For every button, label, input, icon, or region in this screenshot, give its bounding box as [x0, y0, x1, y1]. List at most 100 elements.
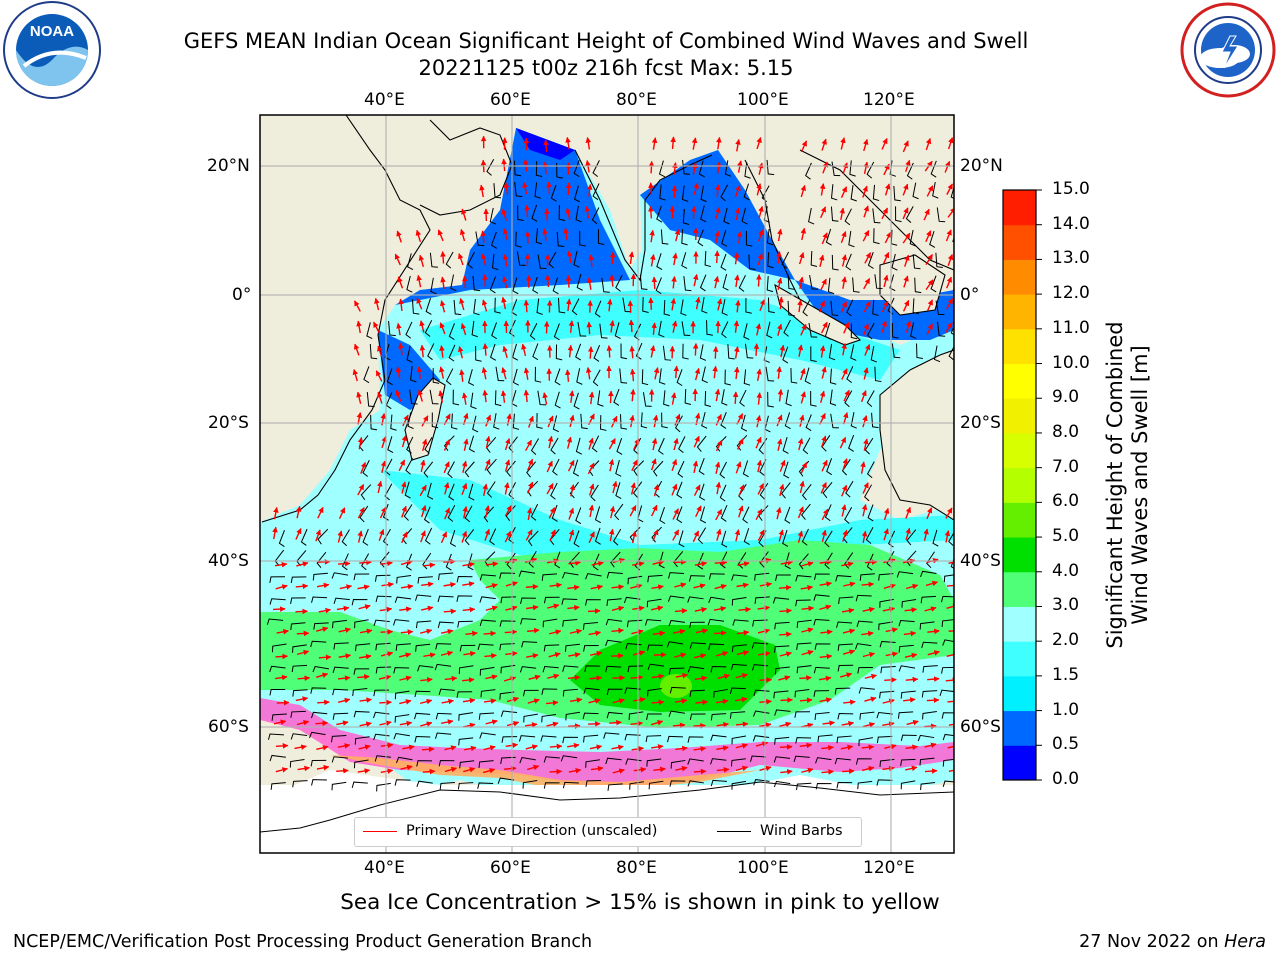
wind-barb — [641, 369, 649, 386]
wind-barb — [520, 597, 536, 604]
colorbar-swatch — [1003, 606, 1036, 642]
wind-barb — [710, 734, 727, 742]
wave-direction-arrow — [694, 367, 701, 381]
wind-barb — [486, 158, 495, 176]
wave-direction-arrow — [821, 366, 827, 379]
wind-barb — [824, 530, 833, 548]
wind-barb — [554, 391, 561, 409]
wave-direction-arrow — [948, 630, 954, 632]
wind-barb — [865, 527, 874, 544]
wave-direction-arrow — [797, 506, 804, 519]
wave-direction-arrow — [502, 228, 509, 241]
wave-direction-arrow — [612, 768, 625, 774]
wind-barb — [858, 737, 874, 747]
colorbar-tick-label: 7.0 — [1052, 456, 1080, 477]
wave-direction-arrow — [338, 507, 346, 519]
wave-direction-arrow — [568, 507, 575, 520]
wave-direction-arrow — [568, 320, 575, 333]
wind-barb — [810, 346, 817, 363]
wave-direction-arrow — [542, 392, 548, 405]
wind-barb — [682, 343, 689, 360]
wave-direction-arrow — [819, 390, 826, 403]
wind-barb — [905, 206, 914, 223]
wind-barb — [405, 457, 413, 475]
wave-direction-arrow — [359, 628, 373, 635]
wave-direction-arrow — [883, 583, 896, 590]
wind-barb — [730, 758, 746, 767]
wind-barb — [291, 664, 308, 673]
wave-direction-arrow — [585, 137, 592, 150]
wind-barb — [678, 436, 686, 453]
wind-barb — [766, 321, 773, 339]
wind-barb — [490, 231, 497, 249]
wind-barb — [467, 251, 475, 269]
wind-barb — [427, 343, 435, 361]
wave-direction-arrow — [611, 584, 625, 590]
wind-barb — [554, 368, 561, 386]
wind-barb — [499, 691, 515, 700]
wind-barb — [477, 782, 494, 789]
wave-direction-arrow — [630, 482, 636, 495]
lon-label-top-80e: 80°E — [616, 90, 657, 110]
wind-barb — [876, 735, 893, 744]
wind-barb — [721, 299, 728, 316]
wave-direction-arrow — [565, 275, 572, 288]
lat-label-right-20n: 20°N — [960, 156, 1003, 176]
wind-barb — [624, 687, 641, 694]
wave-direction-arrow — [841, 342, 847, 356]
wave-direction-arrow — [695, 505, 702, 517]
wave-direction-arrow — [800, 585, 814, 591]
wind-barb — [856, 620, 873, 628]
wave-direction-arrow — [401, 435, 408, 448]
wave-direction-arrow — [946, 276, 952, 289]
wind-barb — [425, 298, 432, 315]
wind-barb — [411, 299, 420, 315]
wave-direction-arrow — [863, 367, 869, 380]
wind-barb — [472, 415, 479, 433]
wave-direction-arrow — [653, 367, 660, 380]
wind-barb — [536, 413, 543, 429]
wave-direction-arrow — [650, 605, 664, 611]
colorbar-title-line1: Significant Height of Combined — [1103, 321, 1127, 649]
wave-direction-arrow — [674, 652, 687, 659]
wave-direction-arrow — [947, 207, 954, 218]
colorbar-swatch — [1003, 641, 1036, 677]
wave-direction-arrow — [566, 298, 572, 312]
wind-barb — [713, 688, 728, 698]
wind-barb — [687, 666, 705, 673]
wind-barb — [639, 274, 648, 291]
wave-direction-arrow — [524, 230, 531, 244]
wind-barb — [658, 320, 665, 338]
wind-barb — [646, 644, 663, 651]
wave-direction-arrow — [756, 459, 763, 473]
wind-barb — [724, 369, 731, 386]
wave-direction-arrow — [862, 482, 869, 494]
wave-direction-arrow — [694, 607, 708, 613]
wave-direction-arrow — [758, 162, 764, 175]
wave-direction-arrow — [627, 300, 634, 313]
wave-direction-arrow — [695, 628, 709, 634]
wind-barb — [864, 437, 874, 455]
wave-direction-arrow — [586, 321, 592, 335]
wave-direction-arrow — [735, 721, 749, 728]
wind-barb — [434, 732, 452, 739]
wind-barb — [720, 504, 728, 522]
wave-direction-arrow — [840, 231, 847, 244]
wave-direction-arrow — [758, 651, 771, 657]
wind-barb — [830, 184, 838, 201]
wave-direction-arrow — [504, 459, 511, 472]
wind-barb — [721, 321, 729, 339]
wind-barb — [659, 507, 666, 524]
wind-barb — [652, 460, 664, 477]
wind-barb — [810, 391, 817, 407]
wind-barb — [579, 230, 586, 247]
wave-direction-arrow — [756, 136, 762, 150]
colorbar-tick-label: 1.0 — [1052, 699, 1080, 720]
wave-direction-arrow — [799, 675, 812, 681]
wind-barb — [706, 320, 713, 336]
wind-barb — [478, 760, 494, 768]
wind-barb — [452, 389, 460, 406]
wind-barb — [407, 412, 414, 430]
wind-barb — [333, 597, 350, 605]
wind-barb — [625, 758, 642, 765]
